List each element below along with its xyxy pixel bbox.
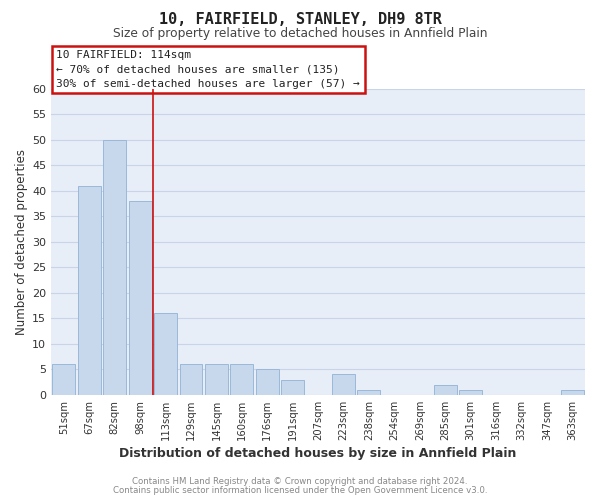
Y-axis label: Number of detached properties: Number of detached properties (15, 149, 28, 335)
X-axis label: Distribution of detached houses by size in Annfield Plain: Distribution of detached houses by size … (119, 447, 517, 460)
Text: 10 FAIRFIELD: 114sqm
← 70% of detached houses are smaller (135)
30% of semi-deta: 10 FAIRFIELD: 114sqm ← 70% of detached h… (56, 50, 360, 89)
Bar (205, 364, 228, 395)
Bar (434, 384, 457, 395)
Bar (179, 364, 202, 395)
Bar (358, 390, 380, 395)
Text: Size of property relative to detached houses in Annfield Plain: Size of property relative to detached ho… (113, 28, 487, 40)
Bar (459, 390, 482, 395)
Bar (256, 370, 278, 395)
Text: Contains public sector information licensed under the Open Government Licence v3: Contains public sector information licen… (113, 486, 487, 495)
Bar (52, 364, 76, 395)
Bar (561, 390, 584, 395)
Text: Contains HM Land Registry data © Crown copyright and database right 2024.: Contains HM Land Registry data © Crown c… (132, 477, 468, 486)
Bar (230, 364, 253, 395)
Text: 10, FAIRFIELD, STANLEY, DH9 8TR: 10, FAIRFIELD, STANLEY, DH9 8TR (158, 12, 442, 28)
Bar (281, 380, 304, 395)
Bar (103, 140, 126, 395)
Bar (332, 374, 355, 395)
Bar (154, 313, 177, 395)
Bar (78, 186, 101, 395)
Bar (128, 201, 152, 395)
